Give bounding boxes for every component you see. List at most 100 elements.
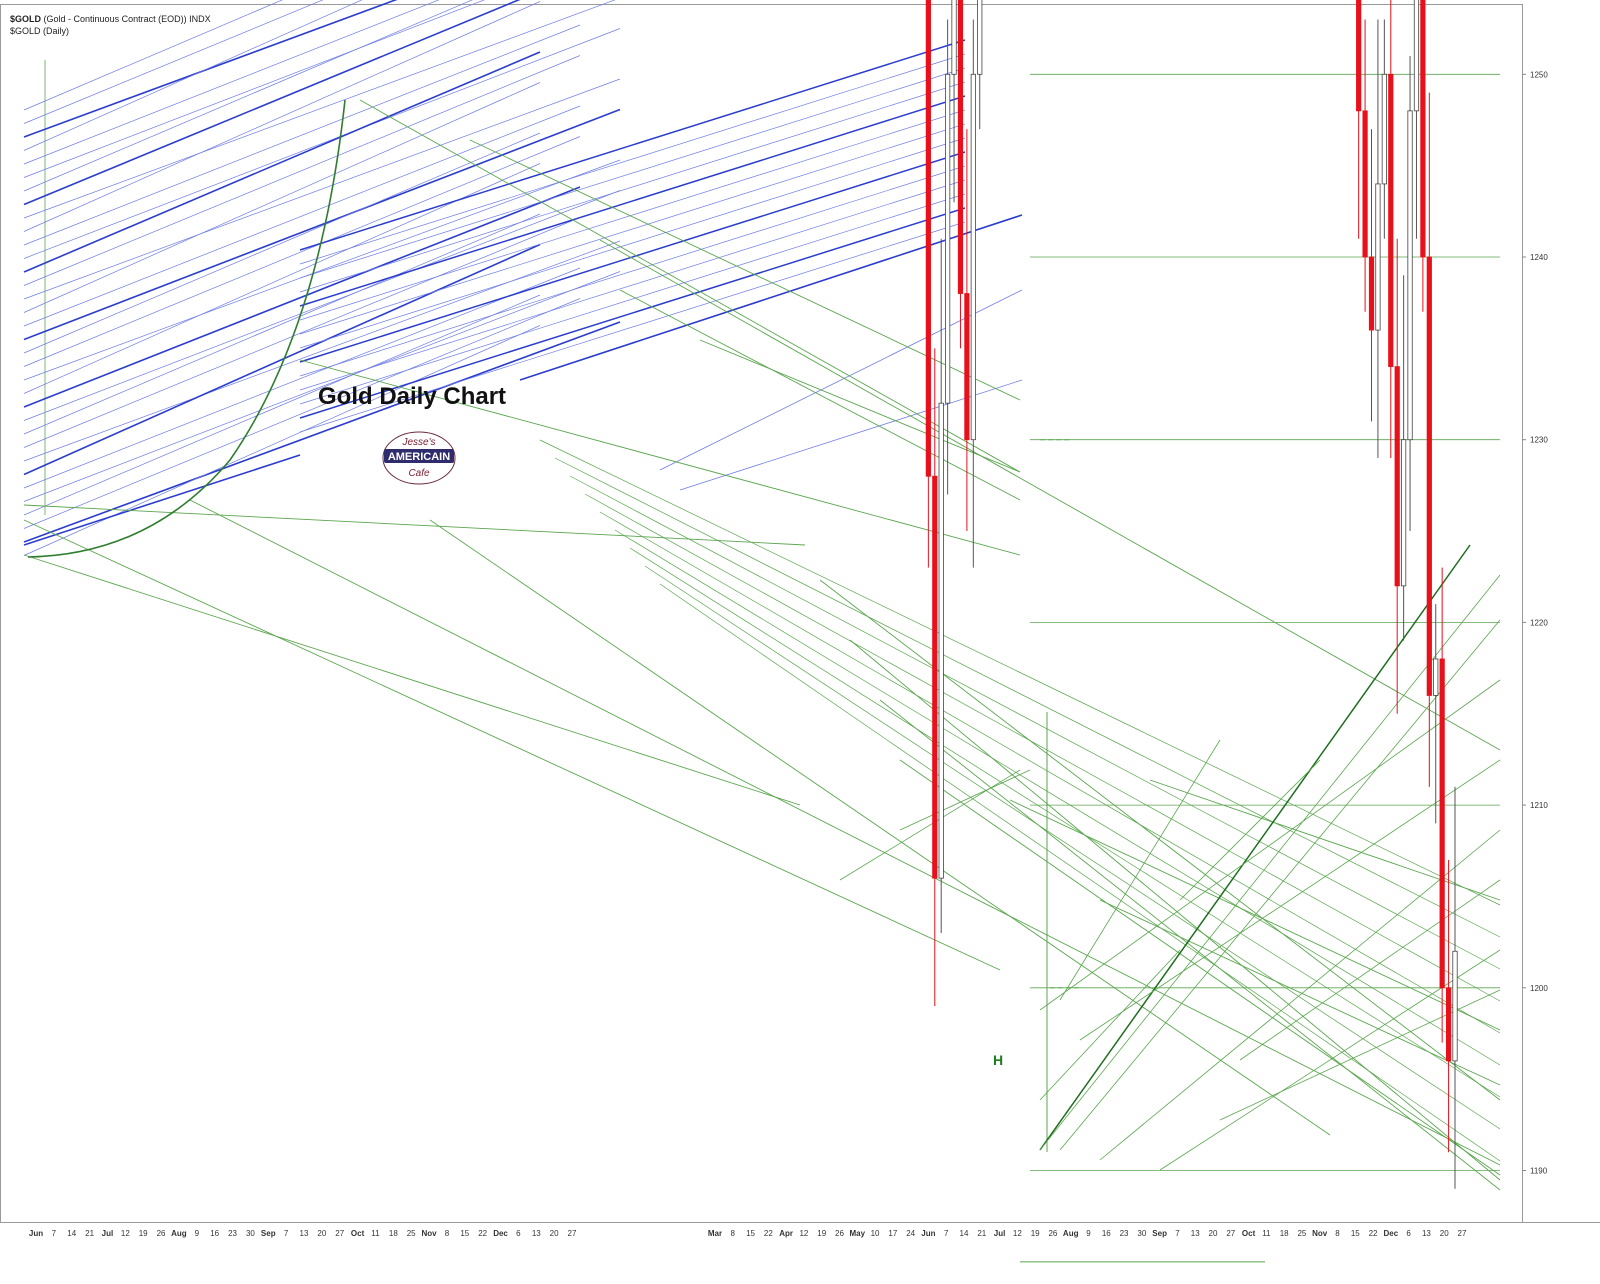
fan-line-blue bbox=[299, 39, 966, 251]
y-tick-label: 1250 bbox=[1530, 70, 1548, 79]
fan-line-green bbox=[429, 519, 1331, 1136]
fan-line-green bbox=[1059, 739, 1221, 1001]
x-tick-label: Jun bbox=[29, 1229, 43, 1238]
y-tick-label: 1190 bbox=[1530, 1167, 1548, 1176]
candle bbox=[1362, 110, 1368, 258]
fan-line-green bbox=[819, 579, 1501, 1101]
x-tick-label: 9 bbox=[195, 1229, 200, 1238]
fan-line-green bbox=[1039, 574, 1501, 1151]
fan-line-blue bbox=[23, 1, 541, 232]
logo-line-1: Jesse's bbox=[401, 437, 435, 448]
fan-line-blue bbox=[23, 217, 581, 448]
fan-line-blue bbox=[299, 221, 966, 433]
fan-line-blue bbox=[23, 190, 621, 421]
x-tick-label: 12 bbox=[799, 1229, 808, 1238]
fan-line-green bbox=[1179, 759, 1321, 901]
x-tick-label: 13 bbox=[1191, 1229, 1200, 1238]
fan-line-green bbox=[839, 769, 1021, 881]
x-tick-label: Nov bbox=[1312, 1229, 1328, 1238]
x-tick-label: 27 bbox=[1458, 1229, 1467, 1238]
fan-line-blue bbox=[23, 55, 581, 286]
x-tick-label: Apr bbox=[779, 1229, 793, 1238]
x-tick-label: 7 bbox=[1175, 1229, 1180, 1238]
x-tick-label: 11 bbox=[371, 1229, 380, 1238]
fan-line-blue bbox=[23, 0, 283, 111]
x-tick-label: 13 bbox=[532, 1229, 541, 1238]
fan-line-green bbox=[1099, 899, 1501, 1086]
x-tick-label: 8 bbox=[731, 1229, 736, 1238]
x-tick-label: 15 bbox=[460, 1229, 469, 1238]
fan-line-green bbox=[1059, 619, 1501, 1151]
fan-line-blue bbox=[299, 137, 966, 349]
x-tick-label: 21 bbox=[977, 1229, 986, 1238]
x-tick-label: 7 bbox=[52, 1229, 57, 1238]
x-tick-label: Mar bbox=[708, 1229, 722, 1238]
fan-line-green bbox=[619, 289, 1021, 501]
x-tick-label: 17 bbox=[888, 1229, 897, 1238]
x-tick-label: 8 bbox=[1335, 1229, 1340, 1238]
fan-line-blue bbox=[299, 123, 966, 335]
fan-line-blue bbox=[23, 105, 581, 327]
candle bbox=[1420, 0, 1426, 258]
fan-line-blue bbox=[23, 213, 541, 435]
fan-line-blue bbox=[23, 0, 473, 192]
symbol-header: $GOLD (Gold - Continuous Contract (EOD))… bbox=[10, 14, 211, 24]
fan-line-green bbox=[359, 99, 1021, 473]
x-tick-label: 22 bbox=[764, 1229, 773, 1238]
candle bbox=[964, 293, 970, 441]
fan-line-blue bbox=[23, 0, 521, 206]
x-tick-label: 13 bbox=[300, 1229, 309, 1238]
fan-line-green bbox=[659, 583, 1501, 1162]
y-tick-label: 1230 bbox=[1530, 436, 1548, 445]
fan-line-blue bbox=[23, 321, 621, 543]
x-tick-label: 25 bbox=[1297, 1229, 1306, 1238]
cafe-logo: Jesse's AMERICAIN Cafe bbox=[382, 431, 456, 485]
candle bbox=[1381, 73, 1387, 185]
candle bbox=[957, 0, 964, 294]
fan-line-blue bbox=[23, 28, 621, 259]
candle bbox=[925, 0, 931, 477]
fan-line-green bbox=[539, 439, 1501, 906]
fan-line-green bbox=[23, 519, 1001, 971]
fan-line-green bbox=[23, 504, 806, 546]
candle bbox=[1394, 366, 1400, 587]
x-tick-label: 12 bbox=[121, 1229, 130, 1238]
fan-line-green bbox=[569, 475, 1501, 970]
x-tick-label: 11 bbox=[1262, 1229, 1271, 1238]
x-tick-label: 15 bbox=[746, 1229, 755, 1238]
fan-line-green bbox=[1039, 544, 1471, 1151]
x-tick-label: 19 bbox=[817, 1229, 826, 1238]
fan-line-blue bbox=[23, 298, 581, 529]
x-tick-label: 7 bbox=[284, 1229, 289, 1238]
x-tick-label: 26 bbox=[1048, 1229, 1057, 1238]
x-tick-label: 10 bbox=[871, 1229, 880, 1238]
candle bbox=[1401, 439, 1407, 587]
fan-line-blue bbox=[23, 132, 541, 354]
candle bbox=[1452, 950, 1458, 1062]
x-tick-label: Oct bbox=[1242, 1229, 1256, 1238]
fan-line-green bbox=[614, 529, 1501, 1066]
fan-line-blue bbox=[299, 151, 966, 363]
x-tick-label: 6 bbox=[516, 1229, 521, 1238]
x-tick-label: Jul bbox=[102, 1229, 114, 1238]
y-tick-label: 1200 bbox=[1530, 984, 1548, 993]
candle bbox=[932, 475, 938, 879]
x-tick-label: 18 bbox=[389, 1229, 398, 1238]
fan-line-blue bbox=[23, 108, 621, 341]
candle bbox=[945, 73, 951, 404]
chart-title: Gold Daily Chart bbox=[318, 383, 507, 410]
fan-line-blue bbox=[23, 0, 363, 151]
x-tick-label: 18 bbox=[1280, 1229, 1289, 1238]
candle bbox=[1388, 73, 1394, 368]
candle bbox=[1445, 987, 1452, 1062]
fan-line-blue bbox=[23, 51, 541, 273]
x-tick-label: 26 bbox=[835, 1229, 844, 1238]
fan-line-green bbox=[899, 759, 1501, 1176]
x-tick-label: Sep bbox=[1152, 1229, 1167, 1238]
y-tick-label: 1210 bbox=[1530, 801, 1548, 810]
candle bbox=[977, 0, 983, 75]
x-tick-label: 19 bbox=[1031, 1229, 1040, 1238]
fan-line-green bbox=[584, 493, 1501, 1002]
x-tick-label: 14 bbox=[960, 1229, 969, 1238]
fan-line-green bbox=[629, 547, 1501, 1098]
